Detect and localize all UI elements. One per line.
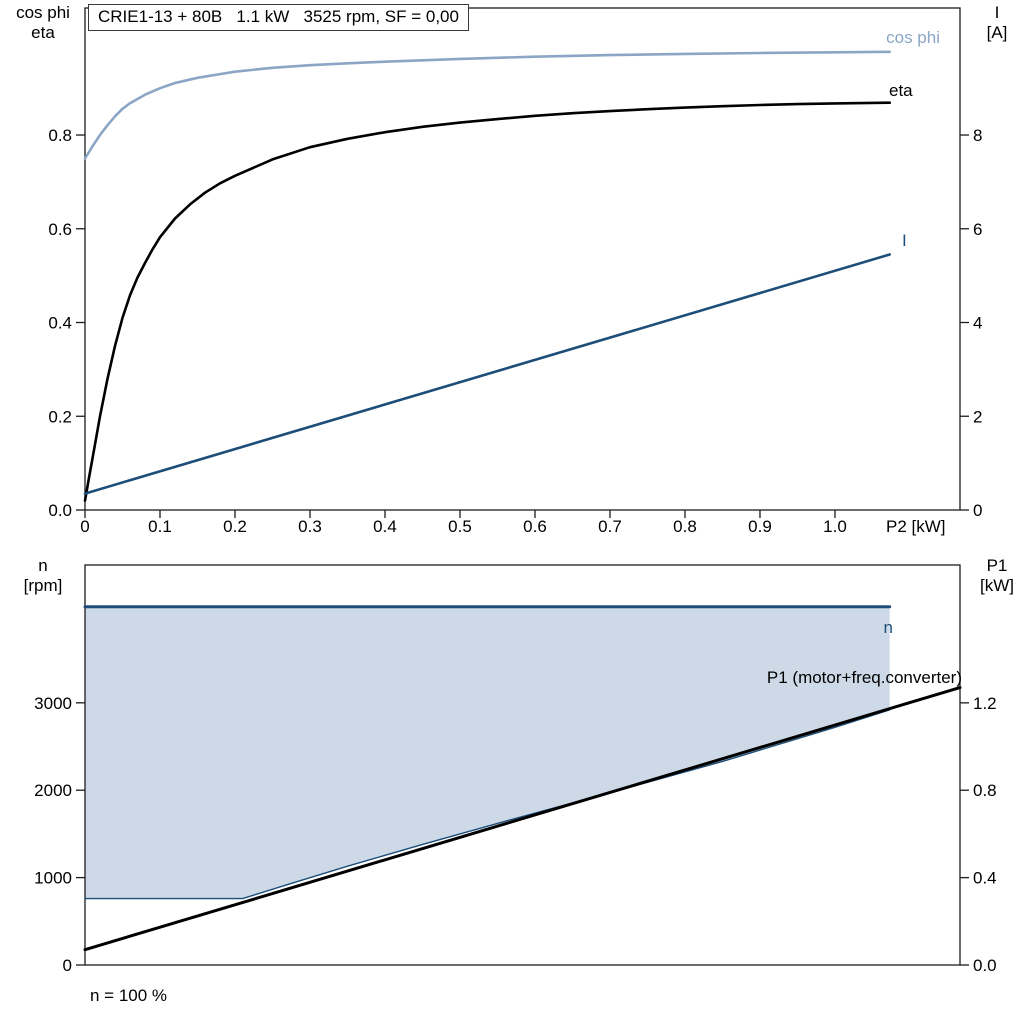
axis-title-eta: eta (31, 23, 55, 42)
y-left-tick-label: 0.2 (48, 407, 72, 426)
y-right-tick-label: 0.8 (973, 781, 997, 800)
y-left-tick-label: 0.8 (48, 126, 72, 145)
y-left-tick-label: 3000 (34, 694, 72, 713)
series-eta (83, 101, 891, 502)
axis-title-current-symbol: I (994, 3, 1000, 22)
series-n-min (84, 709, 891, 900)
area-speed-control-range (85, 606, 890, 899)
y-right-tick-label: 0.0 (973, 956, 997, 975)
axis-title-speed-symbol: n (38, 556, 48, 575)
x-tick-label: 0 (80, 517, 89, 536)
chart-speed-power: 0 1000 2000 3000 0.0 0.4 0.8 1.2 n P1 (motor+freq… (34, 564, 997, 1005)
axis-title-current: I [A] (974, 3, 1020, 43)
annotation-p2-kw: P2 [kW] (886, 517, 946, 536)
plot-frame (84, 7, 961, 511)
x-tick-label: 0.5 (448, 517, 472, 536)
annotation-n: n (884, 618, 893, 637)
y-right-tick-label: 1.2 (973, 694, 997, 713)
axis-title-p1-unit: [kW] (980, 576, 1014, 595)
y-right-tick-label: 6 (973, 220, 982, 239)
x-tick-label: 0.9 (748, 517, 772, 536)
annotation-cos-phi: cos phi (886, 28, 940, 47)
y-right-tick-label: 2 (973, 407, 982, 426)
y-left-tick-label: 0.6 (48, 220, 72, 239)
y-right-tick-label: 8 (973, 126, 982, 145)
plot-frame (84, 564, 961, 966)
annotation-eta: eta (889, 81, 913, 100)
axis-title-current-unit: [A] (986, 23, 1008, 42)
axis-title-cosphi-eta: cos phi eta (4, 3, 82, 43)
x-tick-label: 0.6 (523, 517, 547, 536)
y-left-tick-label: 1000 (34, 869, 72, 888)
axis-title-p1: P1 [kW] (974, 556, 1020, 596)
x-tick-label: 0.8 (673, 517, 697, 536)
y-left-tick-label: 0.0 (48, 501, 72, 520)
x-tick-label: 0.2 (223, 517, 247, 536)
axis-title-p1-symbol: P1 (986, 556, 1008, 575)
x-tick-label: 0.3 (298, 517, 322, 536)
annotation-n-100: n = 100 % (90, 986, 167, 1005)
y-right-tick-label: 0.4 (973, 869, 997, 888)
annotation-p1-motor-freq-converter: P1 (motor+freq.converter) (767, 668, 962, 687)
y-right-tick-label: 4 (973, 314, 982, 333)
series-i (83, 253, 891, 495)
x-tick-label: 0.1 (148, 517, 172, 536)
axis-title-speed: n [rpm] (4, 556, 82, 596)
y-left-tick-label: 0.4 (48, 314, 72, 333)
y-right-tick-label: 0 (973, 501, 982, 520)
chart-performance: 0 0.1 0.2 0.3 0.4 0.5 0.6 0.7 0.8 0.9 1.0 0.0 0.2 0.4… (48, 7, 982, 536)
series-p1-motor-freq-converter (83, 686, 962, 952)
x-tick-label: 1.0 (823, 517, 847, 536)
axis-title-cosphi: cos phi (16, 3, 70, 22)
x-tick-label: 0.4 (373, 517, 397, 536)
axis-title-speed-unit: [rpm] (23, 576, 63, 595)
x-tick-label: 0.7 (598, 517, 622, 536)
y-left-tick-label: 0 (63, 956, 72, 975)
annotation-i: I (902, 231, 907, 250)
y-left-tick-label: 2000 (34, 781, 72, 800)
chart-title-box: CRIE1-13 + 80B 1.1 kW 3525 rpm, SF = 0,0… (88, 4, 469, 31)
series-cos-phi (83, 50, 891, 160)
